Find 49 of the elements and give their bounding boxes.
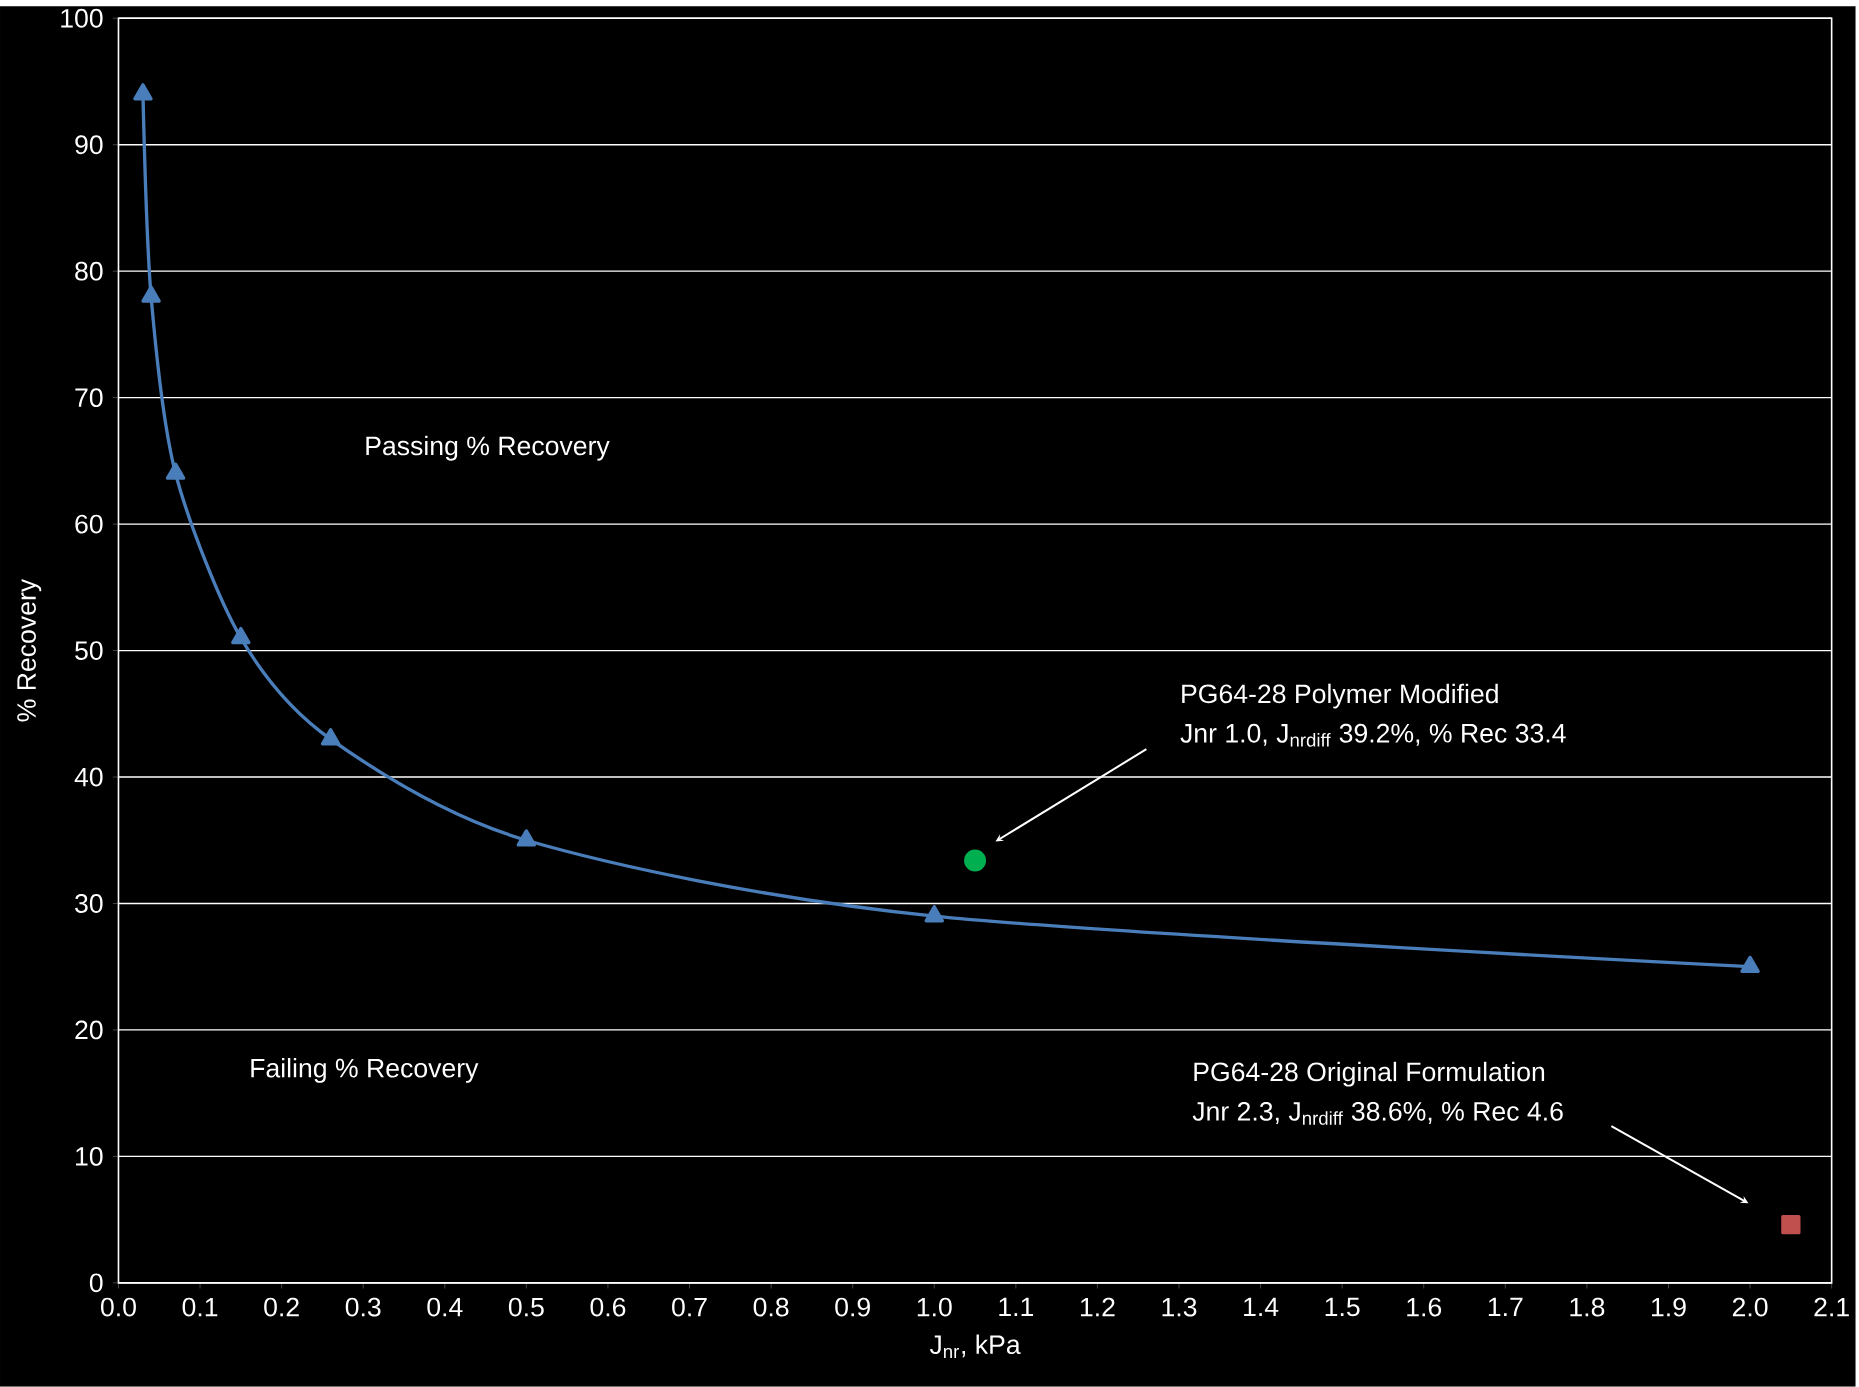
- x-tick-label: 0.2: [264, 1297, 299, 1317]
- x-tick-label: 1.6: [1407, 1297, 1442, 1317]
- y-tick-label: 40: [74, 767, 103, 787]
- x-tick-label: 2.1: [1814, 1297, 1849, 1317]
- y-tick-label: 0: [89, 1273, 103, 1293]
- x-tick-label: 1.9: [1652, 1297, 1686, 1317]
- x-tick-label: 0.1: [182, 1297, 218, 1317]
- x-tick-label: 0.3: [345, 1297, 381, 1317]
- point: [924, 905, 945, 923]
- x-tick-label: 0.8: [753, 1297, 789, 1317]
- x-tick-label: 0.9: [835, 1297, 870, 1317]
- annotation: PG64-28 Polymer Modified: [1182, 683, 1498, 709]
- x-tick-label: 1.0: [917, 1297, 952, 1317]
- point: [165, 462, 186, 481]
- annotation: Jnr 1.0, J$_{nrdiff}$ 39.2%, % Rec 33.4: [1180, 724, 1566, 747]
- x-tick-label: 0.0: [101, 1297, 136, 1317]
- point: [141, 285, 161, 303]
- x-axis-title: J$_{nr}$, kPa: [929, 1334, 1021, 1359]
- point: [133, 83, 153, 101]
- point: [516, 829, 537, 847]
- x-tick-label: 1.4: [1244, 1297, 1279, 1317]
- x-tick-label: 0.6: [590, 1297, 626, 1317]
- x-tick-label: 1.5: [1325, 1297, 1360, 1317]
- x-tick-label: 0.7: [672, 1297, 707, 1317]
- annotation: Passing % Recovery: [366, 435, 610, 461]
- y-tick-label: 20: [75, 1020, 103, 1040]
- x-tick-label: 1.8: [1570, 1297, 1605, 1317]
- annotation: Jnr 2.3, J$_{nrdiff}$ 38.6%, % Rec 4.6: [1192, 1102, 1563, 1126]
- y-tick-label: 90: [75, 135, 103, 155]
- point: [1740, 955, 1760, 974]
- point: [231, 627, 251, 645]
- y-tick-label: 30: [75, 894, 103, 914]
- y-tick-label: 70: [75, 388, 103, 408]
- y-tick-label: 10: [76, 1147, 103, 1166]
- x-tick-label: 1.2: [1080, 1297, 1115, 1317]
- point: [320, 728, 341, 746]
- y-tick-label: 100: [61, 9, 103, 28]
- y-axis-title: % Recovery: [17, 579, 42, 722]
- x-tick-label: 2.0: [1732, 1297, 1768, 1317]
- x-tick-label: 0.4: [427, 1297, 463, 1317]
- x-tick-label: 1.7: [1488, 1297, 1523, 1317]
- y-tick-label: 50: [75, 641, 103, 661]
- annotation: PG64-28 Original Formulation: [1194, 1061, 1545, 1087]
- annotation: Failing % Recovery: [251, 1058, 479, 1083]
- x-tick-label: 1.1: [999, 1297, 1034, 1317]
- y-tick-label: 60: [75, 514, 103, 534]
- x-tick-label: 0.5: [508, 1297, 544, 1317]
- y-tick-label: 80: [75, 261, 103, 281]
- x-tick-label: 1.3: [1162, 1297, 1197, 1317]
